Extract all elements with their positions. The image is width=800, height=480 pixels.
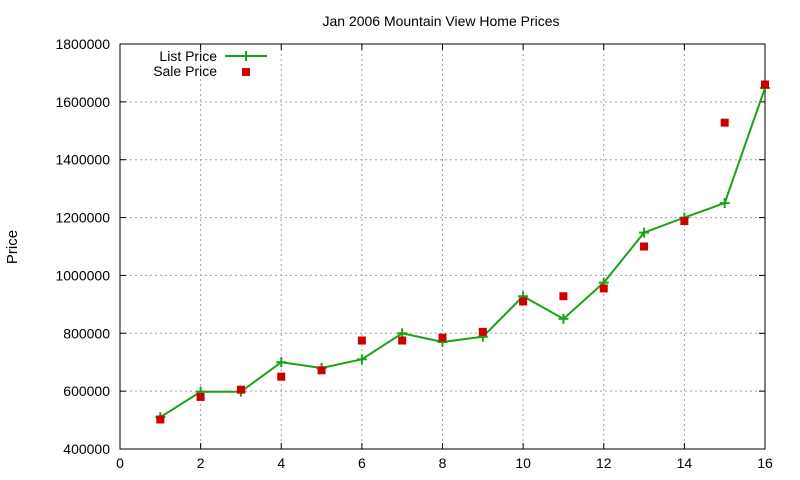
sale-price-point bbox=[236, 385, 245, 394]
grid-lines bbox=[120, 44, 765, 449]
list-price-point bbox=[639, 227, 650, 238]
x-tick-label: 8 bbox=[439, 455, 447, 471]
list-price-point bbox=[276, 357, 287, 368]
y-tick-label: 600000 bbox=[63, 383, 110, 399]
sale-price-point bbox=[559, 292, 568, 301]
y-tick-label: 1000000 bbox=[55, 267, 110, 283]
sale-price-point bbox=[519, 297, 528, 306]
y-tick-label: 1600000 bbox=[55, 94, 110, 110]
y-tick-label: 400000 bbox=[63, 441, 110, 457]
y-tick-label: 1400000 bbox=[55, 152, 110, 168]
legend-label-sale-price: Sale Price bbox=[153, 63, 217, 79]
list-price-point bbox=[719, 198, 730, 209]
sale-price-point bbox=[156, 415, 165, 424]
x-tick-label: 14 bbox=[677, 455, 693, 471]
x-tick-label: 10 bbox=[515, 455, 531, 471]
sale-price-point bbox=[478, 327, 487, 336]
series-group bbox=[155, 80, 770, 424]
sale-price-point bbox=[398, 336, 407, 345]
axis-ticks: 0 2 4 6 8 10 12 14 16 400000 600000 800000 1000000 12… bbox=[55, 36, 773, 471]
legend-marker-list-price bbox=[241, 51, 251, 61]
sale-price-point bbox=[761, 80, 769, 89]
x-tick-label: 4 bbox=[277, 455, 285, 471]
y-tick-label: 800000 bbox=[63, 325, 110, 341]
chart-title: Jan 2006 Mountain View Home Prices bbox=[322, 13, 559, 29]
sale-price-point bbox=[640, 242, 649, 251]
y-tick-label: 1800000 bbox=[55, 36, 110, 52]
x-tick-label: 16 bbox=[757, 455, 773, 471]
legend-label-list-price: List Price bbox=[159, 48, 217, 64]
sale-price-point bbox=[317, 366, 326, 375]
legend: List Price Sale Price bbox=[153, 48, 267, 79]
legend-swatch-sale-price bbox=[242, 68, 250, 76]
sale-price-point bbox=[277, 372, 286, 381]
sale-price-point bbox=[720, 118, 729, 127]
sale-price-point bbox=[196, 392, 205, 401]
y-axis-label: Price bbox=[4, 230, 21, 264]
sale-price-point bbox=[357, 336, 366, 345]
sale-price-point bbox=[438, 333, 447, 342]
x-tick-label: 12 bbox=[596, 455, 612, 471]
x-tick-label: 0 bbox=[116, 455, 124, 471]
list-price-point bbox=[356, 354, 367, 365]
x-tick-label: 2 bbox=[197, 455, 205, 471]
x-tick-label: 6 bbox=[358, 455, 366, 471]
y-tick-label: 1200000 bbox=[55, 210, 110, 226]
list-price-point bbox=[558, 313, 569, 324]
sale-price-point bbox=[599, 284, 608, 293]
sale-price-point bbox=[680, 217, 689, 226]
list-price-line bbox=[159, 87, 766, 419]
